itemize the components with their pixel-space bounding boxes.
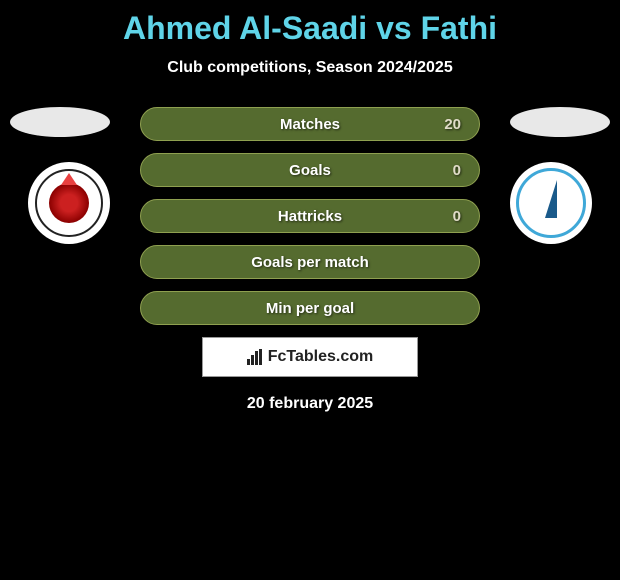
player-left-avatar <box>10 107 110 137</box>
club-badge-left-icon <box>49 183 89 223</box>
stat-label: Goals <box>289 162 331 179</box>
stats-list: Matches 20 Goals 0 Hattricks 0 Goals per… <box>140 107 480 325</box>
player-right-avatar <box>510 107 610 137</box>
comparison-content: Matches 20 Goals 0 Hattricks 0 Goals per… <box>0 107 620 413</box>
club-badge-right-icon <box>545 180 557 218</box>
page-title: Ahmed Al-Saadi vs Fathi <box>0 0 620 47</box>
club-badge-left-inner <box>35 169 103 237</box>
subtitle: Club competitions, Season 2024/2025 <box>0 59 620 77</box>
bar-chart-icon <box>247 349 262 365</box>
stat-row-goals-per-match: Goals per match <box>140 245 480 279</box>
club-badge-right <box>510 162 592 244</box>
stat-row-hattricks: Hattricks 0 <box>140 199 480 233</box>
stat-row-goals: Goals 0 <box>140 153 480 187</box>
stat-label: Hattricks <box>278 208 342 225</box>
brand-box[interactable]: FcTables.com <box>202 337 418 377</box>
stat-label: Min per goal <box>266 300 354 317</box>
stat-row-min-per-goal: Min per goal <box>140 291 480 325</box>
stat-label: Goals per match <box>251 254 369 271</box>
stat-label: Matches <box>280 116 340 133</box>
stat-value: 20 <box>444 116 461 133</box>
stat-value: 0 <box>453 208 461 225</box>
brand-text: FcTables.com <box>268 348 374 366</box>
club-badge-right-inner <box>516 168 586 238</box>
club-badge-left <box>28 162 110 244</box>
stat-row-matches: Matches 20 <box>140 107 480 141</box>
date-label: 20 february 2025 <box>0 395 620 413</box>
stat-value: 0 <box>453 162 461 179</box>
